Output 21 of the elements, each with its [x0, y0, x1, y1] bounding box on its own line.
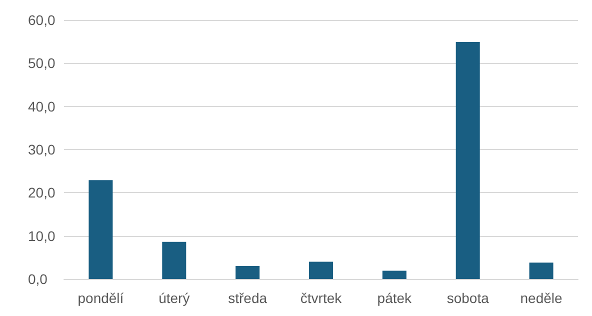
y-tick-label: 0,0 [28, 271, 48, 287]
x-tick-label: sobota [446, 290, 490, 306]
y-tick-label: 40,0 [28, 98, 56, 114]
x-tick-label: úterý [158, 290, 190, 306]
x-tick-label: čtvrtek [300, 290, 343, 306]
y-tick-label: 50,0 [28, 55, 56, 72]
x-tick-label: středa [228, 290, 268, 306]
bar [529, 262, 554, 279]
y-tick-label: 20,0 [28, 184, 56, 201]
bar [456, 42, 480, 279]
bar [382, 270, 406, 279]
y-tick-label: 10,0 [28, 228, 56, 244]
y-tick-label: 60,0 [28, 12, 56, 28]
bar [162, 242, 186, 279]
y-tick-label: 30,0 [28, 142, 56, 158]
bar [236, 266, 260, 279]
x-tick-label: pondělí [78, 290, 124, 306]
bar [88, 180, 113, 279]
x-tick-label: pátek [377, 290, 413, 306]
x-tick-label: neděle [520, 290, 563, 306]
bar [309, 262, 333, 279]
